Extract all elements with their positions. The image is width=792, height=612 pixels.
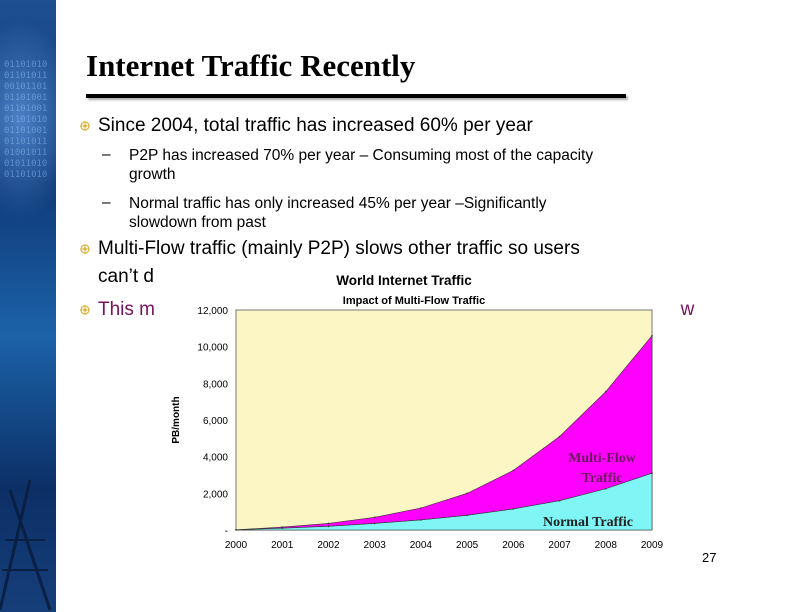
multi-flow-point [558, 435, 561, 438]
bullet-2-line2: can’t d [98, 266, 154, 287]
y-tick-label: 10,000 [197, 343, 228, 354]
multi-flow-label-line1: Multi-Flow [568, 451, 637, 466]
sub-bullet-2-line1: Normal traffic has only increased 45% pe… [129, 195, 547, 212]
x-tick-label: 2001 [271, 540, 294, 551]
x-tick-label: 2004 [410, 540, 433, 551]
y-tick-label: 12,000 [197, 306, 228, 317]
antenna-icon [0, 479, 52, 610]
multi-flow-point [420, 507, 422, 509]
y-tick-label: 6,000 [203, 416, 228, 427]
chart-svg: - 2,000 4,000 6,000 8,000 10,000 12,000 2000 200… [171, 273, 664, 551]
chart-subtitle: Impact of Multi-Flow Traffic [343, 295, 485, 307]
bullet-3-text-start: This m [98, 299, 155, 320]
multi-flow-point [373, 516, 376, 519]
sub-bullet-2-dash: – [102, 194, 111, 211]
multi-flow-point [466, 492, 468, 495]
sub-bullet-1-line1: P2P has increased 70% per year – Consumi… [129, 147, 594, 164]
multi-flow-point [281, 526, 284, 528]
x-tick-label: 2007 [548, 540, 571, 551]
bullet-1-icon [80, 121, 90, 131]
bullet-1-text: Since 2004, total traffic has increased … [98, 115, 533, 136]
multi-flow-label-line2: Traffic [582, 471, 623, 486]
normal-traffic-point [235, 529, 237, 531]
normal-traffic-point [558, 499, 561, 502]
title-underline [86, 94, 626, 98]
y-tick-label: 4,000 [203, 453, 228, 464]
normal-traffic-point [327, 525, 330, 528]
multi-flow-point [327, 522, 330, 525]
normal-traffic-point [420, 519, 422, 521]
binary-pattern: 0110101001101011001011010110100101101001… [4, 60, 48, 180]
bullet-2-icon [80, 244, 90, 254]
bullet-3-icon [80, 305, 90, 315]
normal-traffic-point [466, 514, 468, 517]
normal-traffic-label: Normal Traffic [543, 515, 633, 530]
bullet-2-line1: Multi-Flow traffic (mainly P2P) slows ot… [98, 238, 580, 259]
chart-title: World Internet Traffic [336, 273, 472, 288]
normal-traffic-point [373, 522, 376, 525]
y-tick-label: 2,000 [203, 489, 228, 500]
y-axis-label: PB/month [171, 396, 182, 443]
sub-bullet-2-line2: slowdown from past [129, 214, 266, 231]
x-tick-label: 2006 [502, 540, 525, 551]
multi-flow-point [512, 469, 515, 472]
x-tick-label: 2009 [641, 540, 664, 551]
normal-traffic-point [281, 527, 284, 529]
normal-traffic-point [512, 508, 515, 510]
x-tick-label: 2003 [364, 540, 387, 551]
globe-glow [0, 20, 56, 220]
x-tick-label: 2008 [595, 540, 618, 551]
slide-title: Internet Traffic Recently [86, 48, 416, 83]
y-tick-label: 8,000 [203, 379, 228, 390]
x-tick-label: 2005 [456, 540, 479, 551]
decorative-side-strip: 0110101001101011001011010110100101101001… [0, 0, 56, 612]
y-tick-label: - [225, 526, 228, 537]
multi-flow-point [651, 334, 653, 337]
x-tick-label: 2002 [317, 540, 340, 551]
traffic-chart: - 2,000 4,000 6,000 8,000 10,000 12,000 2000 200… [170, 268, 680, 563]
x-tick-label: 2000 [225, 540, 248, 551]
sub-bullet-1-dash: – [102, 146, 111, 163]
multi-flow-point [604, 390, 607, 393]
normal-traffic-point [651, 472, 653, 474]
normal-traffic-point [604, 487, 607, 490]
page-number: 27 [702, 550, 717, 565]
sub-bullet-1-line2: growth [129, 166, 176, 183]
